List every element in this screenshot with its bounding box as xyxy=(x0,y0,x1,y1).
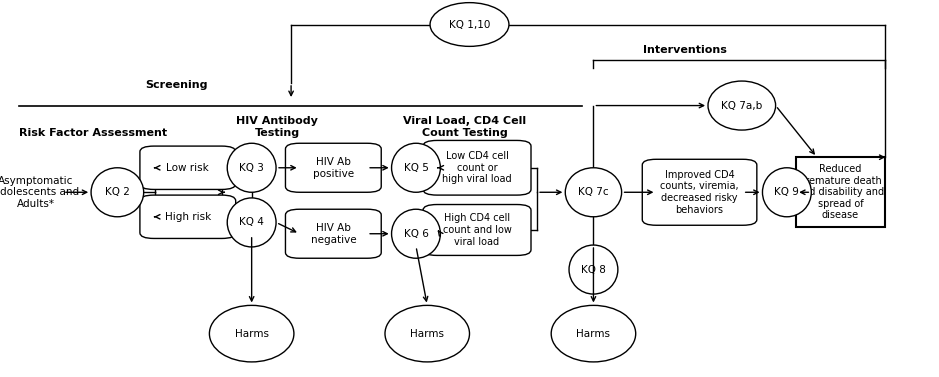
Text: High CD4 cell
count and low
viral load: High CD4 cell count and low viral load xyxy=(442,213,512,247)
Text: HIV Antibody
Testing: HIV Antibody Testing xyxy=(236,116,318,138)
Text: KQ 3: KQ 3 xyxy=(239,163,264,173)
Ellipse shape xyxy=(430,3,509,46)
Ellipse shape xyxy=(392,209,440,258)
Text: Viral Load, CD4 Cell
Count Testing: Viral Load, CD4 Cell Count Testing xyxy=(403,116,527,138)
Text: KQ 7c: KQ 7c xyxy=(578,187,608,197)
Ellipse shape xyxy=(227,198,276,247)
Text: Harms: Harms xyxy=(410,329,444,339)
FancyBboxPatch shape xyxy=(140,195,236,239)
Text: Harms: Harms xyxy=(235,329,269,339)
Text: Low risk: Low risk xyxy=(166,163,209,173)
Text: Risk Factor Assessment: Risk Factor Assessment xyxy=(19,127,167,138)
Text: High risk: High risk xyxy=(164,212,211,222)
Ellipse shape xyxy=(385,305,470,362)
Text: Screening: Screening xyxy=(146,80,208,90)
Text: HIV Ab
positive: HIV Ab positive xyxy=(313,157,354,179)
Ellipse shape xyxy=(551,305,636,362)
Text: Reduced
premature death
and disability and
spread of
disease: Reduced premature death and disability a… xyxy=(797,164,884,221)
Text: KQ 2: KQ 2 xyxy=(105,187,130,197)
Ellipse shape xyxy=(762,168,811,217)
Text: KQ 5: KQ 5 xyxy=(404,163,428,173)
Ellipse shape xyxy=(209,305,294,362)
Text: KQ 4: KQ 4 xyxy=(239,218,264,227)
Bar xyxy=(796,158,885,227)
Ellipse shape xyxy=(227,143,276,192)
FancyBboxPatch shape xyxy=(285,209,381,258)
Text: KQ 1,10: KQ 1,10 xyxy=(449,20,490,29)
FancyBboxPatch shape xyxy=(642,159,757,225)
Text: KQ 7a,b: KQ 7a,b xyxy=(721,101,762,110)
Text: Improved CD4
counts, viremia,
decreased risky
behaviors: Improved CD4 counts, viremia, decreased … xyxy=(660,170,739,215)
FancyBboxPatch shape xyxy=(423,140,531,195)
Text: KQ 9: KQ 9 xyxy=(775,187,799,197)
Ellipse shape xyxy=(708,81,776,130)
Text: Low CD4 cell
count or
high viral load: Low CD4 cell count or high viral load xyxy=(442,151,512,184)
FancyBboxPatch shape xyxy=(285,143,381,192)
Text: HIV Ab
negative: HIV Ab negative xyxy=(311,223,356,245)
Ellipse shape xyxy=(569,245,618,294)
Text: Interventions: Interventions xyxy=(643,44,727,55)
Ellipse shape xyxy=(565,168,622,217)
FancyBboxPatch shape xyxy=(423,204,531,256)
Text: KQ 6: KQ 6 xyxy=(404,229,428,239)
FancyBboxPatch shape xyxy=(140,146,236,189)
Text: Harms: Harms xyxy=(577,329,610,339)
Ellipse shape xyxy=(91,168,144,217)
Ellipse shape xyxy=(392,143,440,192)
Text: KQ 8: KQ 8 xyxy=(581,265,606,274)
Text: Asymptomatic
Adolescents and
Adults*: Asymptomatic Adolescents and Adults* xyxy=(0,176,79,209)
